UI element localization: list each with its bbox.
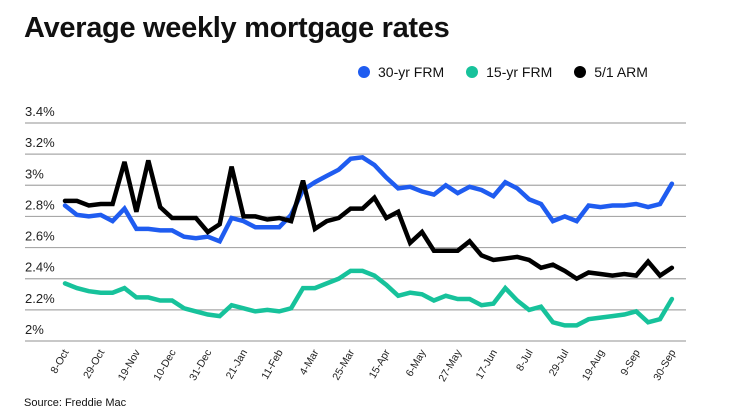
series-line-3: [62, 159, 675, 282]
x-tick-label: 9-Sep: [618, 347, 642, 377]
x-tick-label: 21-Jan: [224, 347, 251, 381]
x-tick-label: 29-Oct: [81, 347, 107, 380]
y-tick-label: 3.4%: [25, 104, 55, 119]
legend-dot-icon: [358, 66, 370, 78]
legend-dot-icon: [574, 66, 587, 78]
x-tick-label: 19-Nov: [116, 347, 144, 383]
y-tick-label: 3.2%: [25, 135, 55, 150]
y-tick-label: 2%: [25, 322, 44, 337]
y-tick-label: 3%: [25, 166, 44, 181]
x-tick-label: 25-Mar: [330, 347, 357, 382]
legend-item-30yr: 30-yr FRM: [358, 64, 444, 80]
x-tick-label: 30-Sep: [651, 347, 678, 382]
x-tick-label: 17-Jun: [474, 347, 501, 381]
x-tick-label: 19-Aug: [580, 347, 607, 382]
x-tick-label: 31-Dec: [187, 348, 214, 383]
y-tick-label: 2.4%: [25, 260, 55, 275]
y-tick-label: 2.8%: [25, 197, 55, 212]
source-note: Source: Freddie Mac: [24, 397, 127, 409]
x-tick-label: 10-Dec: [151, 348, 178, 383]
legend-label: 15-yr FRM: [486, 64, 553, 80]
series-line-1: [62, 154, 675, 245]
legend-dot-icon: [466, 66, 479, 78]
x-tick-label: 8-Jul: [514, 348, 536, 374]
x-tick-label: 11-Feb: [259, 347, 286, 381]
series-line-2: [62, 268, 675, 328]
legend-label: 30-yr FRM: [378, 64, 445, 80]
y-tick-label: 2.2%: [25, 291, 55, 306]
x-tick-label: 29-Jul: [547, 348, 572, 379]
x-tick-label: 6-May: [404, 347, 429, 379]
legend-item-15yr: 15-yr FRM: [466, 64, 552, 80]
x-tick-label: 4-Mar: [297, 347, 321, 377]
x-tick-label: 27-May: [436, 347, 464, 384]
legend-item-arm: 5/1 ARM: [574, 64, 648, 80]
x-tick-label: 15-Apr: [367, 347, 393, 381]
y-tick-label: 2.6%: [25, 229, 55, 244]
x-tick-label: 8-Oct: [48, 347, 71, 375]
legend-label: 5/1 ARM: [594, 64, 648, 80]
legend: 30-yr FRM 15-yr FRM 5/1 ARM: [358, 64, 648, 80]
chart-title: Average weekly mortgage rates: [24, 12, 450, 44]
